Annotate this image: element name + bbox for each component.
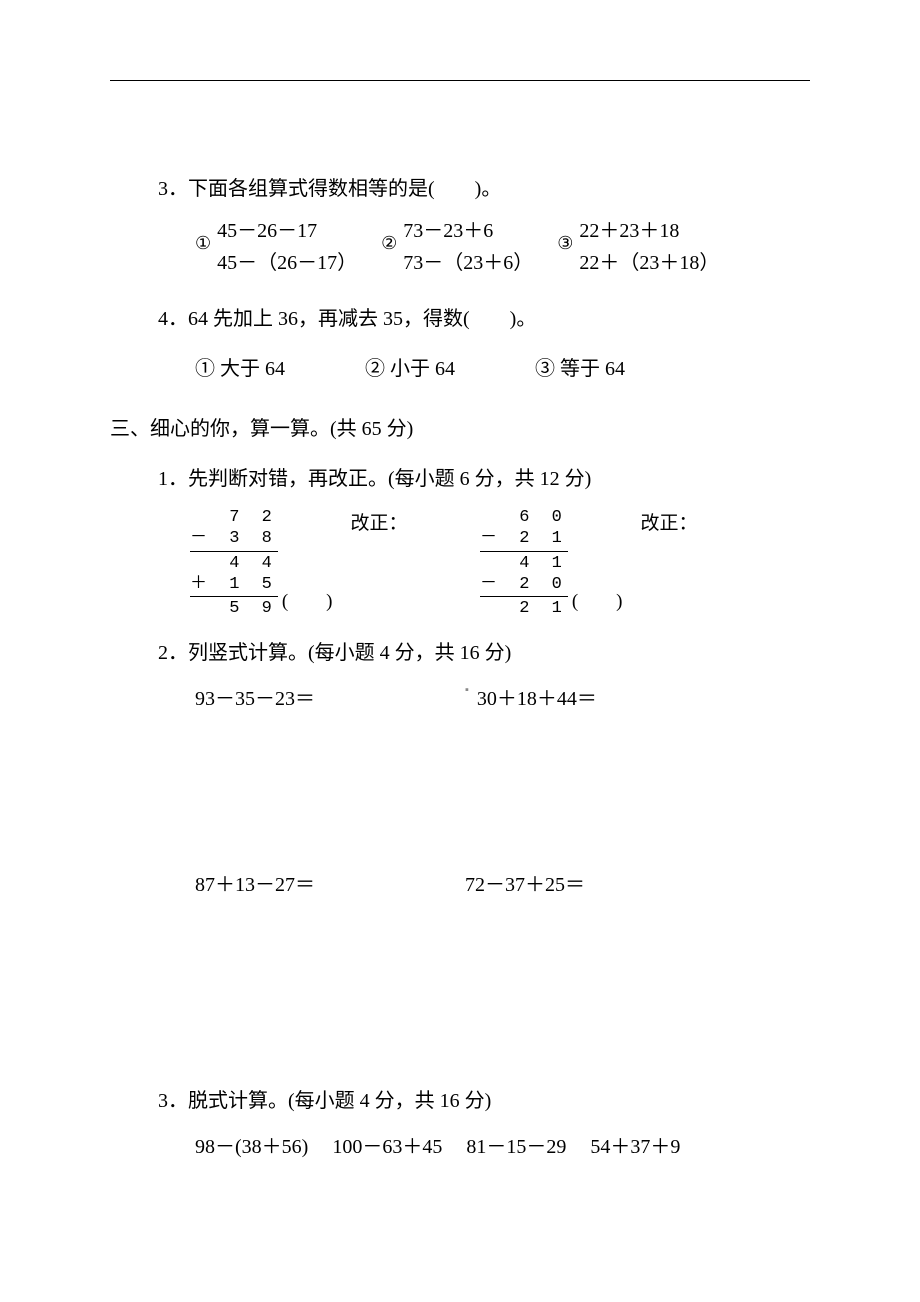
calc1-paren: ( ) xyxy=(282,585,333,619)
page-top-rule xyxy=(110,80,810,81)
calc1-l3: 4 4 xyxy=(190,553,278,574)
calc2-rule1 xyxy=(480,551,568,552)
q3-opt2-stack: 73－23＋6 73－（23＋6） xyxy=(403,215,533,279)
q4-opt3-label: 等于 64 xyxy=(560,358,625,380)
calc1-l4: ＋ 1 5 xyxy=(190,574,278,595)
circle-3-icon: ③ xyxy=(535,358,555,380)
circle-1-icon: ① xyxy=(195,358,215,380)
circle-2-icon: ② xyxy=(365,358,385,380)
dot-mark-icon: ▪ xyxy=(465,681,469,717)
calc2-paren: ( ) xyxy=(572,585,623,619)
q3-options: ① 45－26－17 45－（26－17） ② 73－23＋6 73－（23＋6… xyxy=(110,215,810,279)
q3-opt1-line2: 45－（26－17） xyxy=(217,247,357,279)
q3-opt3-line1: 22＋23＋18 xyxy=(579,215,719,247)
q3-opt3-line2: 22＋（23＋18） xyxy=(579,247,719,279)
expr-93-35-23: 93－35－23＝ xyxy=(195,681,465,717)
expr-81: 81－15－29 xyxy=(466,1129,566,1165)
s3-q1-text: 1．先判断对错，再改正。(每小题 6 分，共 12 分) xyxy=(110,461,810,497)
q3-opt1-stack: 45－26－17 45－（26－17） xyxy=(217,215,357,279)
correction-label-1: 改正： xyxy=(350,507,407,541)
expr-98: 98－(38＋56) xyxy=(195,1129,308,1165)
q3-opt2-line2: 73－（23＋6） xyxy=(403,247,533,279)
question-4: 4．64 先加上 36，再减去 35，得数( )。 ① 大于 64 ② 小于 6… xyxy=(110,301,810,387)
s3-q2-row1: 93－35－23＝ ▪ 30＋18＋44＝ xyxy=(110,681,810,717)
s3-q1-calcs: 7 2 － 3 8 4 4 ＋ 1 5 5 9 ( ) 改正： 6 0 － 2 … xyxy=(110,507,810,619)
calc2-l3: 4 1 xyxy=(480,553,568,574)
q3-option-2: ② 73－23＋6 73－（23＋6） xyxy=(381,215,533,279)
calc2-l4: － 2 0 xyxy=(480,574,568,595)
s3-q2-row2: 87＋13－27＝ 72－37＋25＝ xyxy=(110,867,810,903)
s3-q2-text: 2．列竖式计算。(每小题 4 分，共 16 分) xyxy=(110,635,810,671)
q4-option-3: ③ 等于 64 xyxy=(535,351,625,387)
q3-option-3: ③ 22＋23＋18 22＋（23＋18） xyxy=(557,215,719,279)
calc1-rule1 xyxy=(190,551,278,552)
calc-block-1: 7 2 － 3 8 4 4 ＋ 1 5 5 9 ( ) 改正： xyxy=(190,507,480,619)
expr-87-13-27: 87＋13－27＝ xyxy=(195,867,465,903)
q3-text: 3．下面各组算式得数相等的是( )。 xyxy=(110,171,810,207)
calc2-l5: 2 1 xyxy=(480,598,568,619)
correction-label-2: 改正： xyxy=(640,507,697,541)
calc2-l2: － 2 1 xyxy=(480,528,568,549)
q4-option-2: ② 小于 64 xyxy=(365,351,455,387)
calc2-l1: 6 0 xyxy=(480,507,568,528)
q3-opt3-stack: 22＋23＋18 22＋（23＋18） xyxy=(579,215,719,279)
section-3-header: 三、细心的你，算一算。(共 65 分) xyxy=(110,411,810,447)
q4-options: ① 大于 64 ② 小于 64 ③ 等于 64 xyxy=(110,351,810,387)
expr-72-37-25: 72－37＋25＝ xyxy=(465,867,735,903)
q4-option-1: ① 大于 64 xyxy=(195,351,285,387)
circle-1-icon: ① xyxy=(195,229,211,258)
calc2: 6 0 － 2 1 4 1 － 2 0 2 1 xyxy=(480,507,568,619)
expr-100: 100－63＋45 xyxy=(332,1129,442,1165)
calc-block-2: 6 0 － 2 1 4 1 － 2 0 2 1 ( ) 改正： xyxy=(480,507,697,619)
content: 3．下面各组算式得数相等的是( )。 ① 45－26－17 45－（26－17）… xyxy=(110,171,810,1165)
q4-text: 4．64 先加上 36，再减去 35，得数( )。 xyxy=(110,301,810,337)
q3-opt1-line1: 45－26－17 xyxy=(217,215,357,247)
q3-opt2-line1: 73－23＋6 xyxy=(403,215,533,247)
calc1-l5: 5 9 xyxy=(190,598,278,619)
calc1: 7 2 － 3 8 4 4 ＋ 1 5 5 9 xyxy=(190,507,278,619)
calc1-l2: － 3 8 xyxy=(190,528,278,549)
q4-opt1-label: 大于 64 xyxy=(220,358,285,380)
question-3: 3．下面各组算式得数相等的是( )。 ① 45－26－17 45－（26－17）… xyxy=(110,171,810,279)
q4-opt2-label: 小于 64 xyxy=(390,358,455,380)
q3-option-1: ① 45－26－17 45－（26－17） xyxy=(195,215,357,279)
circle-2-icon: ② xyxy=(381,229,397,258)
s3-q3-text: 3．脱式计算。(每小题 4 分，共 16 分) xyxy=(110,1083,810,1119)
calc1-l1: 7 2 xyxy=(190,507,278,528)
s3-q3-row: 98－(38＋56) 100－63＋45 81－15－29 54＋37＋9 xyxy=(110,1129,810,1165)
calc2-rule2 xyxy=(480,596,568,597)
expr-54: 54＋37＋9 xyxy=(590,1129,680,1165)
circle-3-icon: ③ xyxy=(557,229,573,258)
expr-30-18-44: 30＋18＋44＝ xyxy=(477,681,747,717)
calc1-rule2 xyxy=(190,596,278,597)
